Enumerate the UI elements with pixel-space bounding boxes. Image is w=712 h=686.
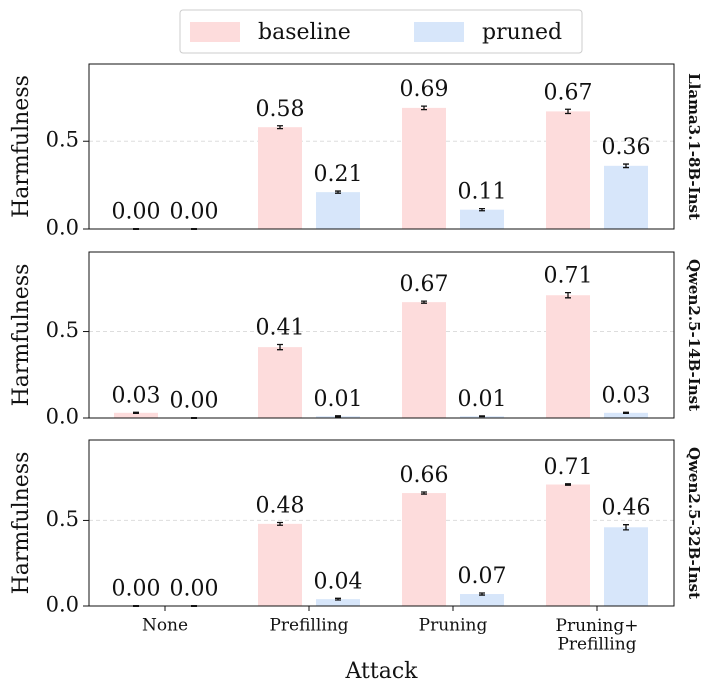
data-label: 0.11 <box>458 180 507 205</box>
error-bar <box>421 300 427 304</box>
bar <box>460 594 504 606</box>
error-bar <box>623 524 629 531</box>
data-label: 0.00 <box>170 577 219 602</box>
y-tick-label: 0.0 <box>46 405 79 429</box>
legend-label: pruned <box>482 20 562 45</box>
x-axis-label: Attack <box>345 659 419 684</box>
data-label: 0.58 <box>256 97 305 122</box>
bar <box>546 484 590 606</box>
bar <box>546 295 590 418</box>
axes-frame <box>88 251 675 419</box>
y-tick-label: 0.5 <box>46 318 79 342</box>
error-bar <box>479 415 485 418</box>
bar <box>604 165 648 229</box>
y-axis-label: Harmfulness <box>9 75 34 218</box>
error-bar <box>277 521 283 526</box>
axes-frame <box>88 63 675 230</box>
data-label: 0.67 <box>400 272 449 297</box>
error-bar <box>421 491 427 495</box>
bar <box>316 192 360 229</box>
error-bar <box>479 592 485 596</box>
axes-frame <box>88 439 675 607</box>
error-bar <box>623 163 629 169</box>
data-label: 0.00 <box>170 200 219 225</box>
y-tick-label: 0.0 <box>46 216 79 240</box>
legend-box <box>179 9 583 54</box>
error-bar <box>277 343 283 351</box>
y-tick-label: 0.5 <box>46 128 79 152</box>
legend-label: baseline <box>258 20 351 45</box>
data-label: 0.01 <box>458 387 507 412</box>
data-label: 0.69 <box>400 77 449 102</box>
x-tick-label: Pruning+ Prefilling <box>556 616 639 655</box>
legend-swatch <box>190 22 240 42</box>
data-label: 0.21 <box>314 162 363 187</box>
bar <box>402 302 446 418</box>
data-label: 0.04 <box>314 569 363 594</box>
panel-label: Llama3.1-8B-Inst <box>685 73 703 220</box>
error-bar <box>565 291 571 299</box>
error-bar <box>335 415 341 418</box>
data-label: 0.71 <box>544 264 593 289</box>
y-tick-label: 0.0 <box>46 593 79 617</box>
data-label: 0.03 <box>602 383 651 408</box>
data-label: 0.66 <box>400 463 449 488</box>
panel-label: Qwen2.5-14B-Inst <box>685 259 703 411</box>
legend-swatch <box>414 22 464 42</box>
data-label: 0.07 <box>458 564 507 589</box>
error-bar <box>479 207 485 212</box>
error-bar <box>335 190 341 194</box>
data-label: 0.46 <box>602 496 651 521</box>
error-bar <box>565 483 571 486</box>
x-tick-label: None <box>142 616 188 636</box>
data-label: 0.48 <box>256 493 305 518</box>
data-label: 0.71 <box>544 455 593 480</box>
bar <box>258 347 302 418</box>
data-label: 0.03 <box>112 383 161 408</box>
x-tick-label: Prefilling <box>269 616 348 636</box>
error-bar <box>133 411 139 414</box>
y-tick-label: 0.5 <box>46 507 79 531</box>
error-bar <box>623 411 629 414</box>
error-bar <box>335 597 341 601</box>
bar <box>258 523 302 606</box>
bar <box>460 209 504 229</box>
bar <box>604 412 648 418</box>
x-tick-label: Pruning <box>419 616 488 636</box>
bar <box>258 127 302 229</box>
bar <box>546 111 590 229</box>
data-label: 0.41 <box>256 316 305 341</box>
y-axis-label: Harmfulness <box>9 264 34 407</box>
data-label: 0.00 <box>112 200 161 225</box>
bar <box>114 412 158 418</box>
bar <box>316 599 360 606</box>
error-bar <box>565 108 571 115</box>
data-label: 0.00 <box>112 577 161 602</box>
data-label: 0.67 <box>544 80 593 105</box>
bar <box>604 527 648 606</box>
bar <box>402 107 446 229</box>
panel-label: Qwen2.5-32B-Inst <box>685 447 703 599</box>
error-bar <box>277 125 283 130</box>
data-label: 0.01 <box>314 387 363 412</box>
bar <box>402 493 446 606</box>
error-bar <box>421 105 427 111</box>
y-axis-label: Harmfulness <box>9 452 34 595</box>
data-label: 0.00 <box>170 389 219 414</box>
data-label: 0.36 <box>602 135 651 160</box>
